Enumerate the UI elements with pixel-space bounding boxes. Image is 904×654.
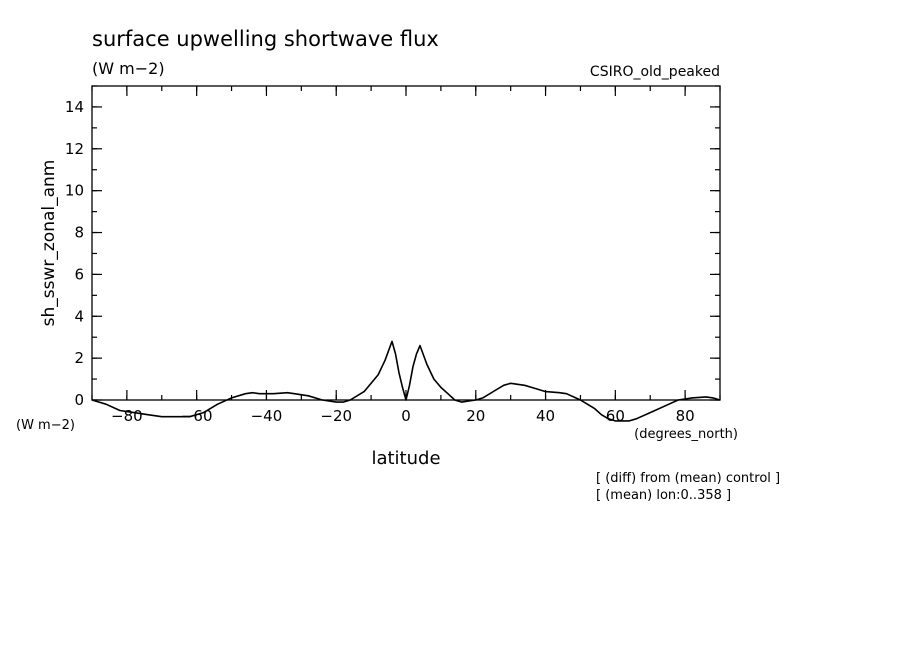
series-line xyxy=(91,340,721,422)
note-line-2: [ (mean) lon:0..358 ] xyxy=(596,488,731,503)
x-tick-label: 80 xyxy=(676,407,695,425)
y-tick-label: 6 xyxy=(74,265,84,283)
y-tick-label: 0 xyxy=(74,391,84,409)
y-tick-label: 14 xyxy=(65,98,84,116)
x-tick-label: 0 xyxy=(401,407,411,425)
x-tick-label: 60 xyxy=(606,407,625,425)
note-line-1: [ (diff) from (mean) control ] xyxy=(596,471,780,486)
axis-ticks xyxy=(91,85,721,401)
y-tick-label: 4 xyxy=(74,307,84,325)
x-tick-label: −20 xyxy=(320,407,352,425)
chart-title: surface upwelling shortwave flux xyxy=(92,27,439,51)
y-tick-label: 12 xyxy=(65,140,84,158)
y-axis-label: sh_sswr_zonal_anm xyxy=(39,160,59,327)
title-units: (W m−2) xyxy=(92,59,165,78)
x-tick-label: 20 xyxy=(466,407,485,425)
model-label: CSIRO_old_peaked xyxy=(590,64,720,80)
y-tick-labels: 0 2 4 6 8 10 12 14 xyxy=(65,98,84,409)
x-axis-label: latitude xyxy=(371,448,440,469)
plot-frame xyxy=(91,85,721,401)
x-tick-label: 40 xyxy=(536,407,555,425)
x-tick-label: −80 xyxy=(111,407,143,425)
y-tick-label: 8 xyxy=(74,224,84,242)
y-tick-label: 2 xyxy=(74,349,84,367)
y-units-label: (W m−2) xyxy=(16,418,75,433)
x-tick-labels: −80 −60 −40 −20 0 20 40 60 80 xyxy=(111,407,695,425)
y-tick-label: 10 xyxy=(65,182,84,200)
x-tick-label: −40 xyxy=(251,407,283,425)
x-units-label: (degrees_north) xyxy=(634,427,738,442)
